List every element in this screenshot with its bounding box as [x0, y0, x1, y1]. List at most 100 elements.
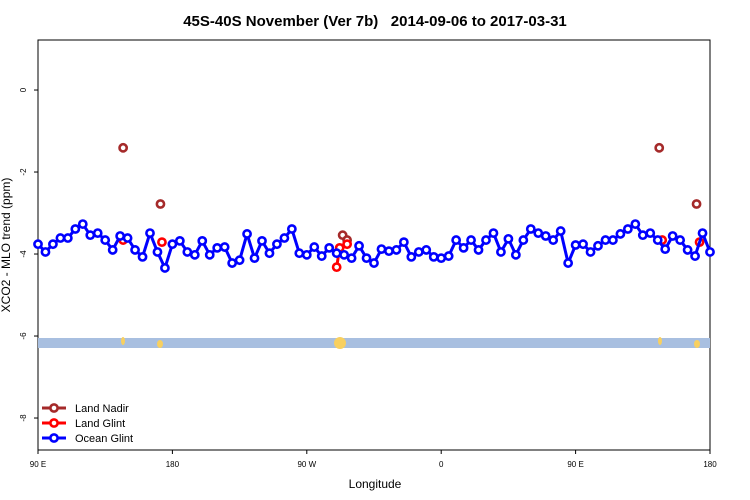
- data-point: [40, 247, 51, 257]
- y-tick-label: -8: [19, 414, 28, 422]
- y-tick-label: -2: [19, 168, 28, 176]
- data-point: [555, 226, 566, 236]
- data-point: [384, 246, 394, 257]
- x-tick-label: 90 E: [567, 460, 583, 469]
- data-point: [309, 242, 320, 252]
- data-point: [167, 239, 178, 250]
- data-point: [518, 235, 529, 245]
- data-point: [130, 245, 140, 255]
- data-point: [451, 235, 462, 245]
- data-point: [645, 228, 656, 239]
- data-point: [600, 235, 611, 245]
- data-point: [137, 251, 148, 262]
- data-point: [342, 239, 353, 250]
- data-point: [152, 247, 163, 257]
- ocean-strip: [38, 338, 710, 348]
- data-point: [548, 235, 559, 245]
- legend-label: Land Glint: [75, 418, 125, 430]
- legend-marker: [49, 403, 59, 413]
- data-point: [257, 235, 267, 246]
- legend-marker: [49, 418, 59, 428]
- x-tick-label: 90 E: [30, 460, 46, 469]
- data-point: [55, 233, 66, 243]
- legend-label: Ocean Glint: [75, 433, 133, 445]
- data-point: [436, 253, 447, 264]
- data-point: [85, 230, 96, 241]
- data-point: [70, 224, 81, 234]
- data-point: [376, 244, 387, 254]
- data-point: [62, 233, 73, 243]
- data-point: [697, 228, 708, 239]
- data-point: [92, 228, 103, 239]
- data-point: [264, 248, 275, 259]
- data-point: [286, 224, 297, 234]
- data-point: [272, 239, 282, 250]
- data-point: [406, 251, 417, 262]
- land-patch: [334, 337, 346, 349]
- data-point: [421, 245, 432, 255]
- data-point: [540, 231, 551, 241]
- data-point: [398, 237, 409, 248]
- data-point: [145, 228, 155, 239]
- data-point: [77, 219, 88, 229]
- data-point: [157, 237, 167, 248]
- data-point: [608, 235, 618, 245]
- legend-marker: [49, 433, 59, 443]
- data-point: [204, 249, 215, 260]
- data-point: [615, 229, 626, 239]
- y-tick-label: 0: [19, 87, 28, 92]
- data-point: [212, 242, 223, 253]
- data-point: [115, 231, 126, 241]
- data-point: [578, 239, 588, 250]
- data-point: [660, 244, 671, 254]
- data-point: [316, 251, 327, 261]
- data-point: [443, 251, 454, 261]
- data-point: [107, 245, 118, 255]
- data-point: [622, 224, 633, 234]
- data-point: [682, 245, 693, 255]
- data-point: [294, 248, 305, 259]
- data-point: [563, 258, 574, 268]
- data-point: [525, 224, 536, 234]
- data-point: [473, 245, 484, 255]
- data-point: [690, 251, 700, 261]
- land-patch: [694, 340, 700, 348]
- data-point: [189, 249, 200, 260]
- y-tick-label: -6: [19, 332, 28, 340]
- y-tick-label: -4: [19, 250, 28, 258]
- data-point: [428, 251, 439, 262]
- data-point: [182, 247, 193, 257]
- data-point: [503, 233, 514, 244]
- plot-frame: [37, 39, 711, 451]
- map-strip: [38, 337, 710, 349]
- land-patch: [658, 337, 662, 345]
- data-point: [100, 235, 111, 245]
- data-point: [369, 258, 379, 268]
- data-point: [413, 247, 424, 257]
- data-point: [691, 199, 702, 209]
- data-point: [488, 228, 499, 239]
- x-axis-label: Longitude: [349, 477, 402, 491]
- data-point: [354, 240, 364, 251]
- data-point: [593, 240, 603, 251]
- data-point: [466, 235, 476, 245]
- data-point: [675, 235, 686, 245]
- y-axis-label: XCO2 - MLO trend (ppm): [0, 178, 13, 313]
- data-point: [570, 240, 581, 250]
- data-point: [234, 255, 245, 266]
- data-point: [496, 247, 506, 257]
- x-tick-label: 0: [439, 460, 444, 469]
- data-point: [346, 253, 357, 264]
- data-point: [339, 249, 350, 260]
- data-point: [361, 253, 372, 264]
- data-point: [654, 142, 665, 153]
- data-point: [331, 262, 342, 273]
- data-point: [197, 235, 208, 246]
- data-point: [118, 142, 129, 153]
- data-point: [249, 253, 260, 264]
- data-point: [705, 247, 715, 257]
- data-point: [585, 247, 596, 257]
- x-tick-label: 180: [703, 460, 717, 469]
- data-point: [324, 242, 335, 253]
